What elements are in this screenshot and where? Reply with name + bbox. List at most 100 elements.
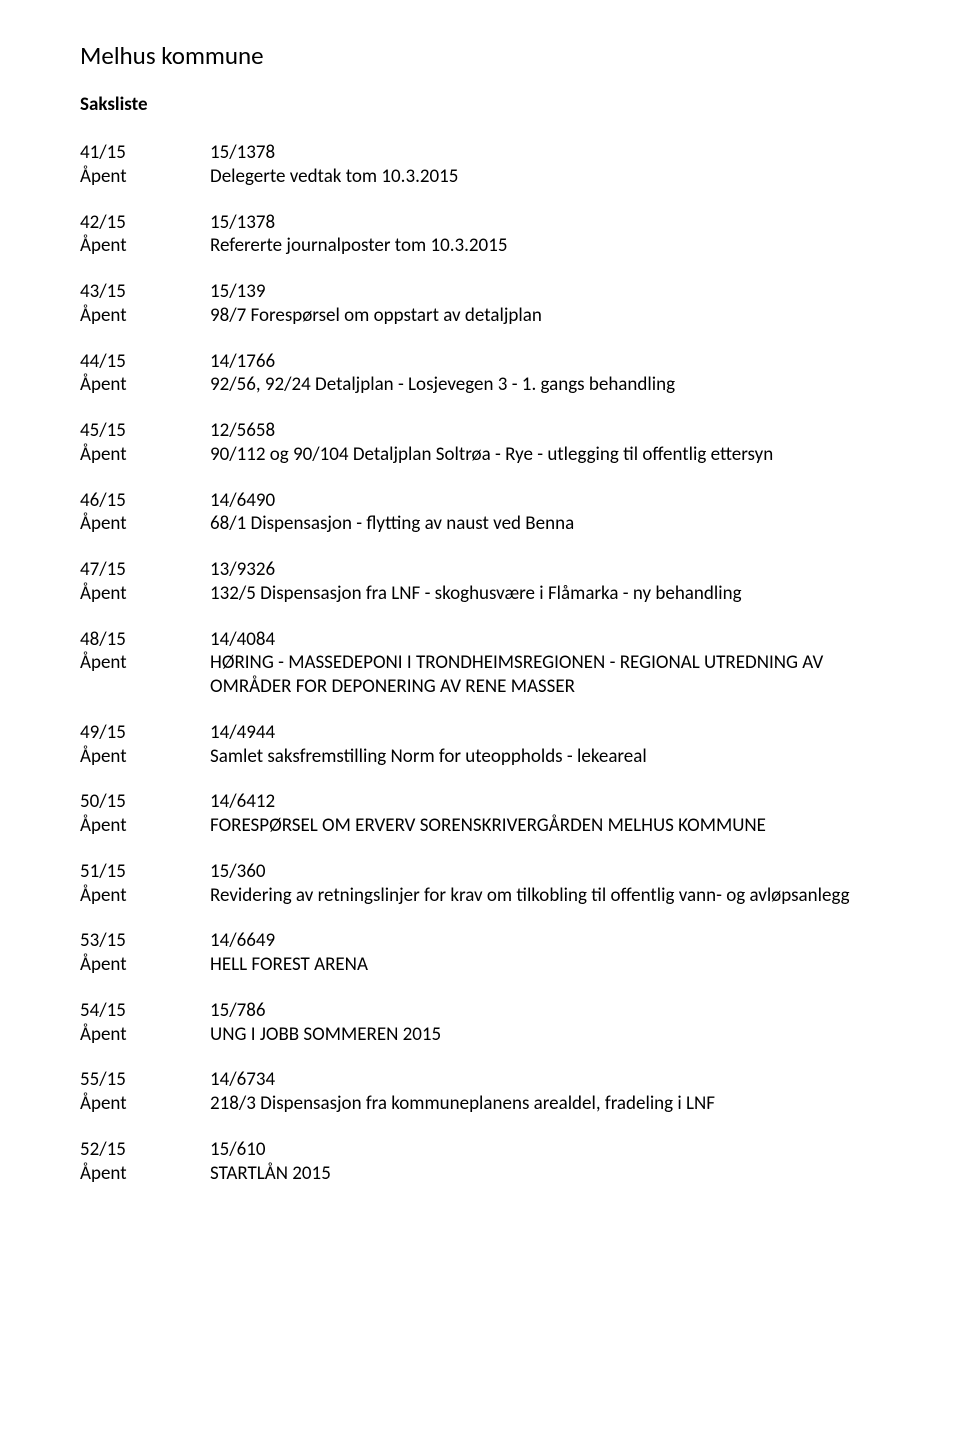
case-left-col: 41/15Åpent	[80, 141, 210, 189]
case-left-col: 51/15Åpent	[80, 860, 210, 908]
case-right-col: 12/565890/112 og 90/104 Detaljplan Soltr…	[210, 419, 880, 467]
case-right-col: 15/610STARTLÅN 2015	[210, 1138, 880, 1186]
case-status: Åpent	[80, 1023, 210, 1047]
case-description: 68/1 Dispensasjon - flytting av naust ve…	[210, 512, 880, 536]
case-id: 54/15	[80, 999, 210, 1023]
case-item: 50/15Åpent14/6412FORESPØRSEL OM ERVERV S…	[80, 790, 880, 838]
case-id: 51/15	[80, 860, 210, 884]
case-ref: 14/4944	[210, 721, 880, 745]
case-item: 53/15Åpent14/6649HELL FOREST ARENA	[80, 929, 880, 977]
case-right-col: 14/6734218/3 Dispensasjon fra kommunepla…	[210, 1068, 880, 1116]
case-item: 42/15Åpent15/1378Refererte journalposter…	[80, 211, 880, 259]
case-description: FORESPØRSEL OM ERVERV SORENSKRIVERGÅRDEN…	[210, 814, 880, 838]
document-subtitle: Saksliste	[80, 93, 880, 117]
case-status: Åpent	[80, 304, 210, 328]
case-description: Delegerte vedtak tom 10.3.2015	[210, 165, 880, 189]
case-left-col: 46/15Åpent	[80, 489, 210, 537]
case-id: 53/15	[80, 929, 210, 953]
case-description: STARTLÅN 2015	[210, 1162, 880, 1186]
case-item: 43/15Åpent15/13998/7 Forespørsel om opps…	[80, 280, 880, 328]
case-item: 55/15Åpent14/6734218/3 Dispensasjon fra …	[80, 1068, 880, 1116]
case-left-col: 44/15Åpent	[80, 350, 210, 398]
case-ref: 13/9326	[210, 558, 880, 582]
case-item: 48/15Åpent14/4084HØRING - MASSEDEPONI I …	[80, 628, 880, 699]
case-status: Åpent	[80, 953, 210, 977]
case-description: 98/7 Forespørsel om oppstart av detaljpl…	[210, 304, 880, 328]
case-id: 48/15	[80, 628, 210, 652]
case-ref: 15/139	[210, 280, 880, 304]
case-left-col: 52/15Åpent	[80, 1138, 210, 1186]
case-ref: 14/1766	[210, 350, 880, 374]
case-description: Refererte journalposter tom 10.3.2015	[210, 234, 880, 258]
case-item: 49/15Åpent14/4944Samlet saksfremstilling…	[80, 721, 880, 769]
case-ref: 15/360	[210, 860, 880, 884]
case-right-col: 15/1378Refererte journalposter tom 10.3.…	[210, 211, 880, 259]
case-right-col: 14/4944Samlet saksfremstilling Norm for …	[210, 721, 880, 769]
case-right-col: 14/6412FORESPØRSEL OM ERVERV SORENSKRIVE…	[210, 790, 880, 838]
case-status: Åpent	[80, 745, 210, 769]
case-status: Åpent	[80, 1162, 210, 1186]
case-status: Åpent	[80, 512, 210, 536]
case-description: 92/56, 92/24 Detaljplan - Losjevegen 3 -…	[210, 373, 880, 397]
case-description: 132/5 Dispensasjon fra LNF - skoghusvære…	[210, 582, 880, 606]
case-item: 47/15Åpent13/9326132/5 Dispensasjon fra …	[80, 558, 880, 606]
case-ref: 15/610	[210, 1138, 880, 1162]
case-right-col: 14/176692/56, 92/24 Detaljplan - Losjeve…	[210, 350, 880, 398]
case-left-col: 42/15Åpent	[80, 211, 210, 259]
case-right-col: 14/649068/1 Dispensasjon - flytting av n…	[210, 489, 880, 537]
case-item: 51/15Åpent15/360Revidering av retningsli…	[80, 860, 880, 908]
case-ref: 12/5658	[210, 419, 880, 443]
case-id: 49/15	[80, 721, 210, 745]
case-ref: 14/4084	[210, 628, 880, 652]
case-right-col: 15/786UNG I JOBB SOMMEREN 2015	[210, 999, 880, 1047]
case-item: 41/15Åpent15/1378Delegerte vedtak tom 10…	[80, 141, 880, 189]
case-id: 46/15	[80, 489, 210, 513]
case-id: 43/15	[80, 280, 210, 304]
case-item: 45/15Åpent12/565890/112 og 90/104 Detalj…	[80, 419, 880, 467]
case-list: 41/15Åpent15/1378Delegerte vedtak tom 10…	[80, 141, 880, 1185]
case-left-col: 47/15Åpent	[80, 558, 210, 606]
case-ref: 14/6734	[210, 1068, 880, 1092]
case-status: Åpent	[80, 814, 210, 838]
case-left-col: 53/15Åpent	[80, 929, 210, 977]
case-id: 47/15	[80, 558, 210, 582]
case-description: UNG I JOBB SOMMEREN 2015	[210, 1023, 880, 1047]
case-right-col: 15/1378Delegerte vedtak tom 10.3.2015	[210, 141, 880, 189]
case-right-col: 14/6649HELL FOREST ARENA	[210, 929, 880, 977]
case-left-col: 49/15Åpent	[80, 721, 210, 769]
case-right-col: 14/4084HØRING - MASSEDEPONI I TRONDHEIMS…	[210, 628, 880, 699]
case-ref: 15/1378	[210, 141, 880, 165]
case-status: Åpent	[80, 443, 210, 467]
case-ref: 14/6412	[210, 790, 880, 814]
case-description: HØRING - MASSEDEPONI I TRONDHEIMSREGIONE…	[210, 651, 880, 699]
case-right-col: 15/13998/7 Forespørsel om oppstart av de…	[210, 280, 880, 328]
case-description: Revidering av retningslinjer for krav om…	[210, 884, 880, 908]
case-right-col: 13/9326132/5 Dispensasjon fra LNF - skog…	[210, 558, 880, 606]
case-id: 50/15	[80, 790, 210, 814]
document-title: Melhus kommune	[80, 40, 880, 71]
case-ref: 14/6649	[210, 929, 880, 953]
case-description: Samlet saksfremstilling Norm for uteopph…	[210, 745, 880, 769]
case-id: 55/15	[80, 1068, 210, 1092]
case-status: Åpent	[80, 884, 210, 908]
case-left-col: 48/15Åpent	[80, 628, 210, 699]
case-id: 45/15	[80, 419, 210, 443]
case-id: 41/15	[80, 141, 210, 165]
case-status: Åpent	[80, 234, 210, 258]
case-id: 44/15	[80, 350, 210, 374]
case-ref: 14/6490	[210, 489, 880, 513]
case-id: 42/15	[80, 211, 210, 235]
case-left-col: 43/15Åpent	[80, 280, 210, 328]
case-item: 46/15Åpent14/649068/1 Dispensasjon - fly…	[80, 489, 880, 537]
case-status: Åpent	[80, 651, 210, 675]
case-left-col: 50/15Åpent	[80, 790, 210, 838]
case-description: 90/112 og 90/104 Detaljplan Soltrøa - Ry…	[210, 443, 880, 467]
case-ref: 15/786	[210, 999, 880, 1023]
case-status: Åpent	[80, 582, 210, 606]
case-left-col: 45/15Åpent	[80, 419, 210, 467]
case-left-col: 54/15Åpent	[80, 999, 210, 1047]
case-description: HELL FOREST ARENA	[210, 953, 880, 977]
case-status: Åpent	[80, 1092, 210, 1116]
case-right-col: 15/360Revidering av retningslinjer for k…	[210, 860, 880, 908]
case-status: Åpent	[80, 373, 210, 397]
